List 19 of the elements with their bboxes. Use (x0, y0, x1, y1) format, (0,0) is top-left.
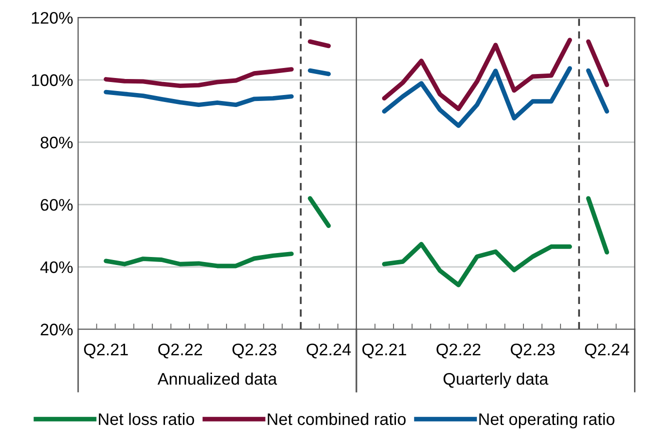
x-tick-label: Q2.22 (436, 344, 480, 358)
x-tick-label: Q2.22 (158, 344, 202, 358)
y-tick-label: 100% (32, 74, 73, 86)
y-tick-label: 60% (40, 198, 73, 211)
y-tick-label: 40% (40, 261, 73, 274)
legend-label: Net combined ratio (268, 412, 406, 426)
x-tick-label: Q2.21 (84, 344, 128, 358)
x-tick-label: Q2.23 (510, 344, 555, 358)
legend-label: Net operating ratio (479, 412, 614, 428)
x-tick-label: Q2.24 (584, 344, 630, 358)
x-tick-label: Q2.24 (306, 344, 351, 358)
x-axis-title: Quarterly data (444, 372, 548, 388)
x-tick-label: Q2.23 (232, 344, 276, 358)
legend-label: Net loss ratio (98, 412, 194, 426)
x-tick-label: Q2.21 (362, 344, 406, 358)
y-tick-label: 80% (40, 136, 73, 148)
x-axis-title: Annualized data (158, 372, 278, 385)
y-tick-label: 120% (32, 12, 73, 24)
y-tick-label: 20% (40, 324, 73, 336)
